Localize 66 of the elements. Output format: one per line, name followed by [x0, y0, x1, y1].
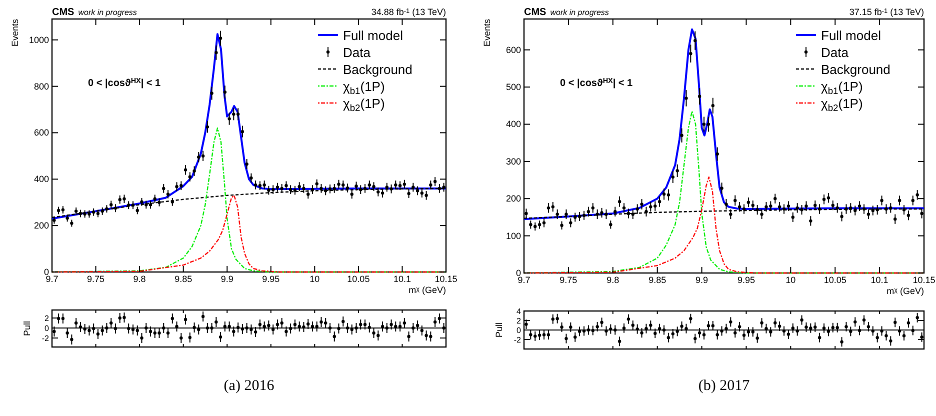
- chart-title: CMS: [524, 7, 546, 18]
- x-tick-label: 10.15: [434, 274, 458, 284]
- x-tick-label: 10.1: [393, 274, 411, 284]
- y-tick-label: 0: [516, 326, 522, 335]
- y-tick-label: 2: [516, 316, 522, 326]
- y-axis-title: Events: [482, 18, 492, 47]
- legend-label: χ$_{b2}$(1P): [821, 96, 863, 113]
- y-tick-label: 2: [44, 314, 50, 323]
- annotation: 0 < |cosϑ$^{HX}$| < 1: [560, 76, 634, 89]
- x-tick-label: 10: [310, 274, 320, 284]
- text: 34.88 fb$^{-1}$ (13 TeV): [371, 7, 446, 17]
- legend-label: Background: [343, 62, 412, 77]
- x-tick-label: 10.1: [870, 275, 888, 285]
- y-tick-label: 0: [44, 324, 50, 333]
- y-tick-label: 600: [506, 44, 521, 55]
- x-tick-label: 9.85: [648, 275, 666, 285]
- legend-label: Data: [821, 45, 850, 60]
- y-tick-label: 0: [516, 268, 521, 278]
- x-tick-label: 9.9: [696, 275, 708, 285]
- x-tick-label: 9.9: [220, 274, 234, 284]
- chart-subtitle: work in progress: [78, 8, 137, 17]
- y-tick-label: -2: [42, 334, 50, 343]
- x-tick-label: 10: [786, 275, 796, 285]
- x-tick-label: 10.15: [912, 275, 936, 285]
- legend-label: Data: [343, 45, 372, 60]
- text: 37.15 fb$^{-1}$ (13 TeV): [849, 7, 924, 17]
- x-tick-label: 9.85: [174, 274, 192, 284]
- y-axis-title: Pull: [494, 322, 504, 338]
- x-tick-label: 10.05: [347, 274, 370, 284]
- x-tick-label: 9.8: [133, 274, 146, 284]
- x-tick-label: 9.95: [262, 274, 280, 284]
- y-tick-label: 4: [516, 307, 522, 316]
- x-tick-label: 10.05: [824, 275, 846, 285]
- y-tick-label: 800: [34, 81, 49, 92]
- annotation: 0 < |cosϑ$^{HX}$| < 1: [88, 76, 162, 89]
- legend-label: χ$_{b1}$(1P): [821, 79, 863, 96]
- x-tick-label: 9.75: [87, 274, 105, 284]
- y-tick-label: 300: [506, 156, 521, 166]
- y-tick-label: 200: [506, 194, 521, 204]
- y-tick-label: 1000: [28, 34, 49, 45]
- y-tick-label: 100: [506, 230, 521, 241]
- chart-title: CMS: [52, 7, 74, 18]
- legend-label: Full model: [821, 28, 882, 43]
- y-tick-label: 500: [506, 82, 521, 92]
- x-tick-label: 9.7: [46, 274, 58, 284]
- y-axis-title: Pull: [22, 320, 32, 336]
- text: (a) 2016: [224, 378, 275, 394]
- legend-label: χ$_{b2}$(1P): [343, 96, 385, 113]
- x-tick-label: 9.95: [737, 275, 755, 285]
- y-tick-label: 400: [506, 119, 521, 130]
- chart-subtitle: work in progress: [550, 8, 609, 17]
- legend-label: Full model: [343, 28, 404, 43]
- x-axis-title: m$^{χ}$ (GeV): [408, 285, 446, 295]
- y-tick-label: 0: [44, 267, 49, 277]
- x-tick-label: 9.7: [518, 275, 530, 285]
- x-tick-label: 9.75: [560, 275, 578, 285]
- y-tick-label: 400: [34, 174, 49, 184]
- legend-label: Background: [821, 62, 890, 77]
- text: (b) 2017: [698, 378, 750, 394]
- y-tick-label: 600: [34, 128, 49, 138]
- x-axis-title: m$^{χ}$ (GeV): [886, 286, 924, 296]
- legend-label: χ$_{b1}$(1P): [343, 79, 385, 96]
- y-axis-title: Events: [10, 18, 20, 47]
- x-tick-label: 9.8: [606, 275, 620, 285]
- y-tick-label: -2: [514, 336, 522, 344]
- y-tick-label: 200: [34, 220, 49, 231]
